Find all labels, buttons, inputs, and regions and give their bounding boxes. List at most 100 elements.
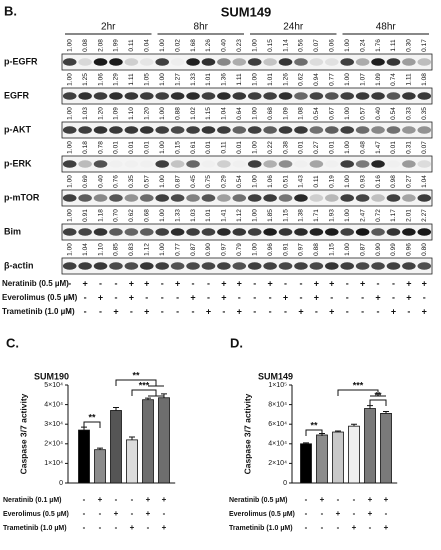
treatment-sign: - <box>253 292 256 302</box>
band-value: 1.03 <box>82 107 89 120</box>
band <box>263 58 277 66</box>
band <box>217 92 231 100</box>
band <box>386 126 401 134</box>
band-value: 0.97 <box>221 243 228 256</box>
band-value: 1.11 <box>406 73 413 86</box>
band <box>325 126 339 134</box>
band-value: 1.00 <box>66 39 73 52</box>
band <box>217 58 231 66</box>
band-value: 0.01 <box>128 141 135 154</box>
band <box>325 92 339 100</box>
band <box>355 228 370 236</box>
band <box>232 126 247 134</box>
band-value: 0.01 <box>236 141 243 154</box>
band-value: 0.01 <box>113 141 120 154</box>
band <box>186 92 200 100</box>
band-value: 0.62 <box>128 209 135 222</box>
band-value: 1.06 <box>97 73 104 86</box>
band-value: 1.00 <box>159 209 166 222</box>
band <box>186 262 200 270</box>
band <box>140 194 154 202</box>
band-value: 0.87 <box>174 175 181 188</box>
band-value: 0.90 <box>375 243 382 256</box>
treatment-sign: + <box>130 523 135 532</box>
blot-strip <box>61 155 433 173</box>
treatment-sign: + <box>352 523 357 532</box>
band-value: 1.00 <box>159 243 166 256</box>
blot-strip <box>61 53 433 71</box>
band-value: 1.01 <box>267 73 274 86</box>
bar <box>348 425 360 484</box>
band-value: 1.00 <box>344 39 351 52</box>
blot-strip <box>61 189 433 207</box>
band <box>278 126 293 134</box>
band-value: 1.00 <box>66 107 73 120</box>
y-tick-label: 5×10⁴ <box>44 382 63 389</box>
treatment-sign: + <box>206 306 211 316</box>
band-value: 1.00 <box>251 39 258 52</box>
band-value: 1.01 <box>205 209 212 222</box>
band-value: 0.22 <box>267 141 274 154</box>
significance-label: ** <box>310 420 318 430</box>
band-value: 1.00 <box>159 73 166 86</box>
band-value: 1.00 <box>344 107 351 120</box>
band-value: 0.78 <box>97 141 104 154</box>
band-value: 0.97 <box>298 243 305 256</box>
treatment-sign: - <box>337 523 340 532</box>
band-value: 0.04 <box>144 39 151 52</box>
band-value: 0.54 <box>390 107 397 120</box>
blot-strip <box>61 257 433 275</box>
band <box>155 92 169 100</box>
bar <box>126 439 138 484</box>
band-value: 0.16 <box>375 175 382 188</box>
band <box>340 126 354 134</box>
significance-label: *** <box>139 380 150 390</box>
band-value: 1.11 <box>390 39 397 52</box>
band <box>155 194 169 202</box>
band <box>140 58 154 66</box>
band <box>402 160 416 168</box>
blot-strip <box>61 87 433 105</box>
row-label: β-actin <box>4 260 34 270</box>
band <box>186 126 200 134</box>
band-value: 1.26 <box>282 73 289 86</box>
band-value: 0.30 <box>406 39 413 52</box>
band-value: 1.00 <box>344 209 351 222</box>
y-tick-label: 8×10⁴ <box>268 401 287 408</box>
band <box>93 126 108 134</box>
band-value: 0.80 <box>421 243 428 256</box>
band-value: 1.25 <box>82 73 89 86</box>
band-value: 0.06 <box>329 39 336 52</box>
band <box>371 126 385 134</box>
band-value: 1.11 <box>128 73 135 86</box>
band <box>186 228 200 236</box>
band <box>340 194 354 202</box>
error-bar <box>383 410 389 414</box>
band-value: 1.02 <box>190 107 197 120</box>
band-value: 0.35 <box>128 175 135 188</box>
band <box>78 126 92 134</box>
band <box>294 58 308 66</box>
treatment-sign: + <box>144 306 149 316</box>
band-value: 0.91 <box>282 243 289 256</box>
treatment-sign: - <box>161 278 164 288</box>
band <box>386 58 401 66</box>
time-point: 24hr <box>283 22 304 33</box>
treatment-sign: - <box>346 292 349 302</box>
band-value: 0.67 <box>329 107 336 120</box>
band <box>371 228 385 236</box>
band <box>232 194 247 202</box>
band-value: 0.11 <box>313 175 320 188</box>
band <box>78 262 92 270</box>
band <box>386 92 401 100</box>
band <box>78 160 92 168</box>
band-value: 0.54 <box>236 175 243 188</box>
treatment-sign: - <box>99 306 102 316</box>
band-value: 0.85 <box>113 243 120 256</box>
row-label: p-ERK <box>4 158 32 168</box>
band-value: 2.27 <box>421 209 428 222</box>
treatment-sign: + <box>406 278 411 288</box>
treatment-sign: - <box>385 509 388 518</box>
y-axis-label: Caspase 3/7 activity <box>18 393 28 474</box>
